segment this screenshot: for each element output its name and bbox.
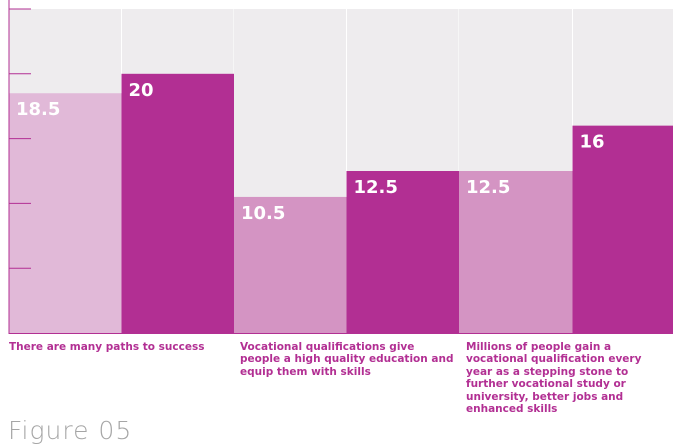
category-label-1: Vocational qualifications give people a … bbox=[240, 341, 456, 378]
value-label-0-0: 18.5 bbox=[16, 99, 60, 120]
value-label-1-0: 10.5 bbox=[241, 203, 285, 224]
bar-2-1 bbox=[573, 126, 673, 333]
category-label-0: There are many paths to success bbox=[9, 341, 229, 353]
value-label-2-0: 12.5 bbox=[466, 177, 510, 198]
figure-caption: Figure 05 bbox=[8, 416, 132, 445]
category-label-2: Millions of people gain a vocational qua… bbox=[466, 341, 666, 415]
bar-0-1 bbox=[122, 74, 235, 333]
value-label-0-1: 20 bbox=[129, 80, 154, 101]
value-label-2-1: 16 bbox=[580, 132, 605, 153]
bar-0-0 bbox=[9, 93, 122, 333]
value-label-1-1: 12.5 bbox=[354, 177, 398, 198]
